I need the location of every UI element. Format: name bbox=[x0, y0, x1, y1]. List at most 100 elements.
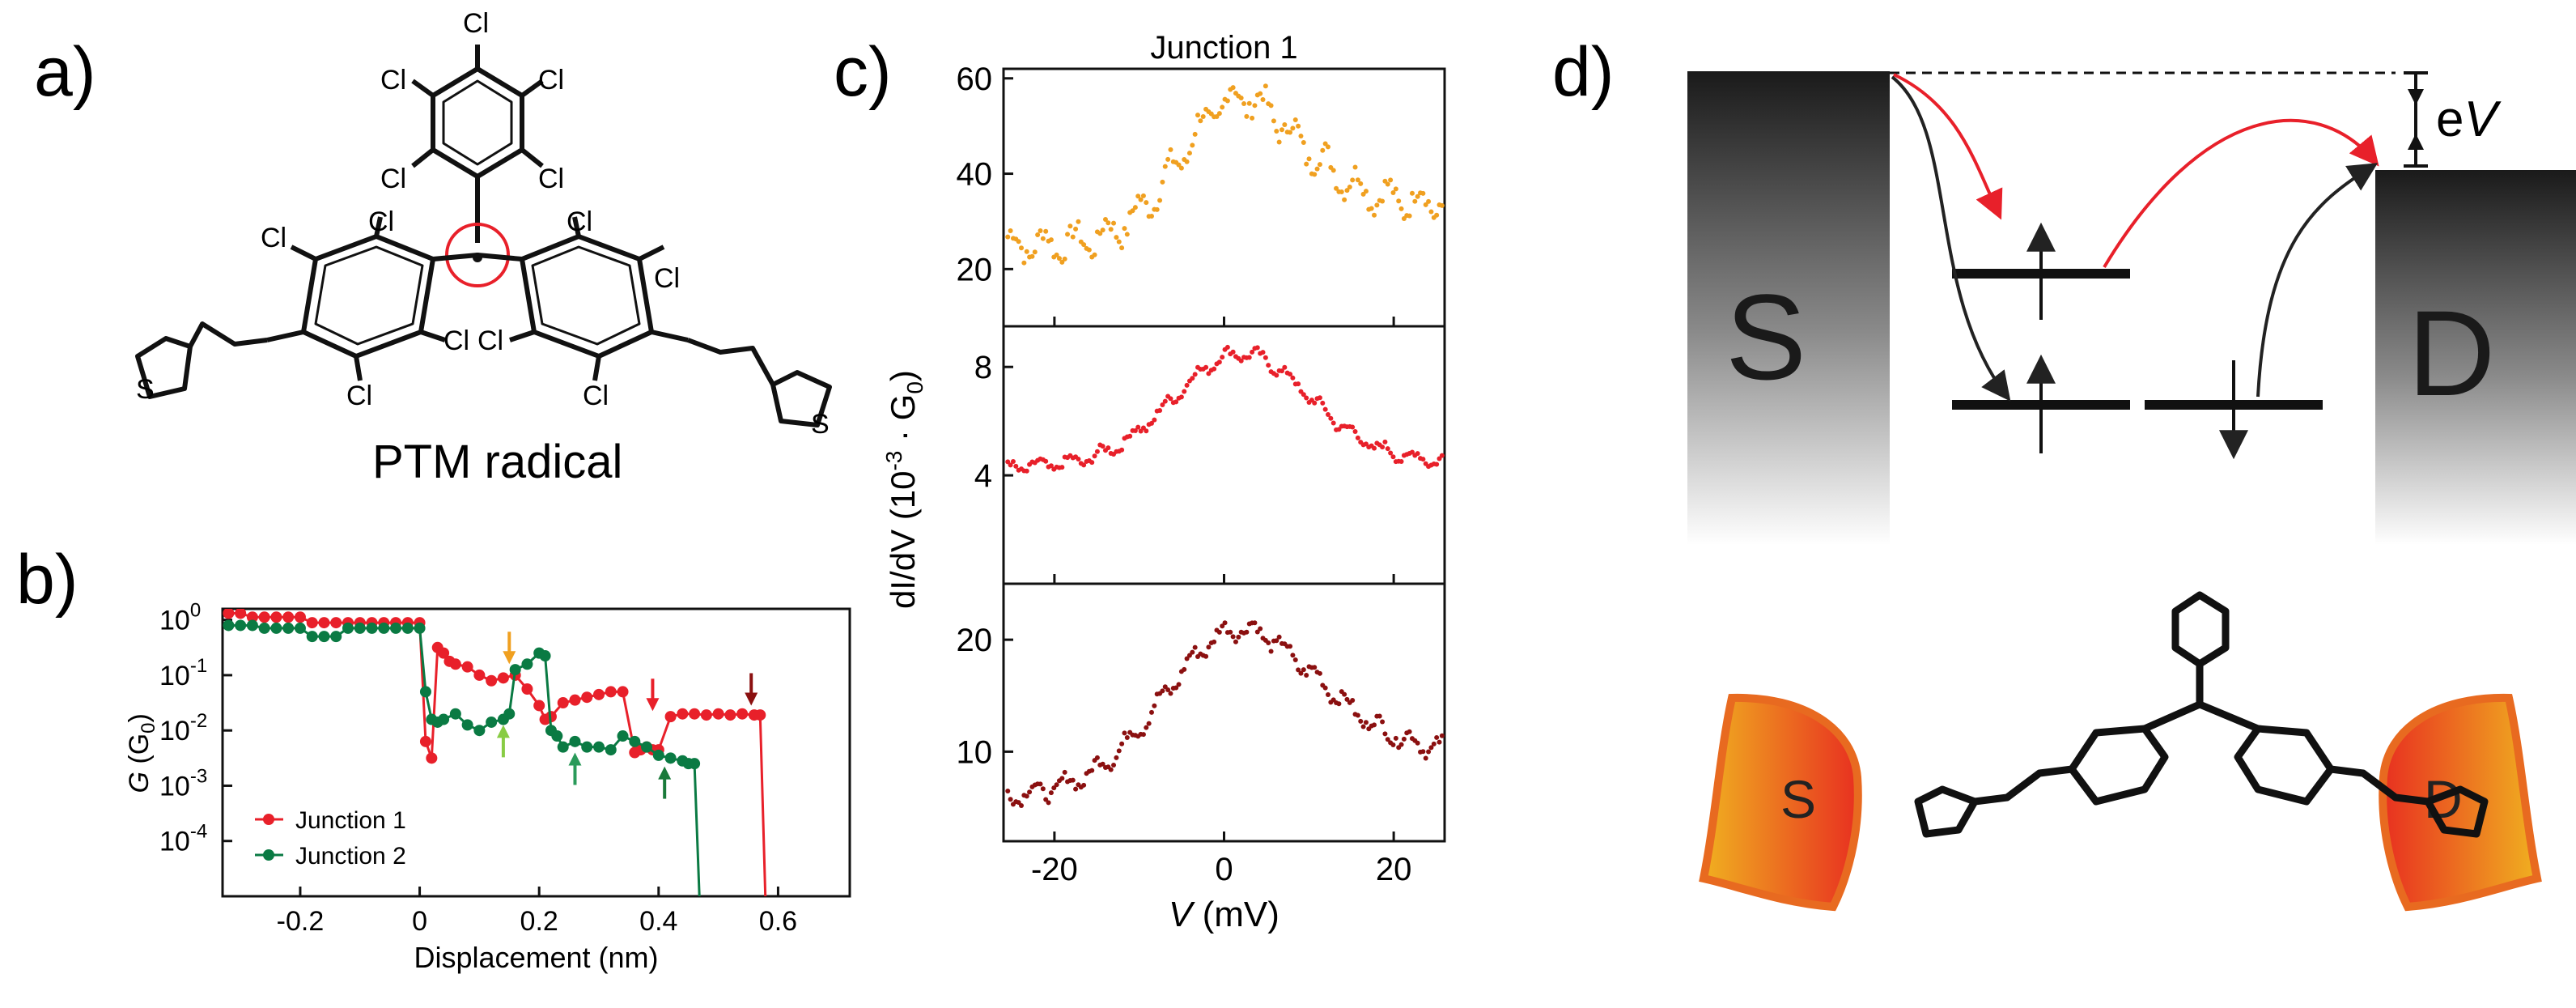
data-point bbox=[581, 691, 593, 704]
spectrum-point bbox=[1173, 685, 1179, 691]
data-point bbox=[689, 708, 701, 720]
tunnel-arrow-red bbox=[1893, 73, 2003, 220]
spectrum-point bbox=[1178, 165, 1184, 171]
spectrum-point bbox=[1157, 198, 1163, 203]
spectrum-point bbox=[1260, 350, 1266, 355]
spectrum-point bbox=[1312, 665, 1318, 670]
spectrum-point bbox=[1415, 194, 1420, 199]
spectrum-point bbox=[1138, 428, 1144, 434]
data-point bbox=[235, 619, 247, 632]
spectrum-point bbox=[1434, 212, 1440, 218]
data-point bbox=[419, 735, 431, 747]
spectrum-point bbox=[1304, 673, 1309, 678]
spectrum-point bbox=[1097, 231, 1103, 236]
spectrum-point bbox=[1426, 749, 1432, 755]
spectrum-point bbox=[1312, 400, 1318, 406]
spectrum-point bbox=[1252, 620, 1258, 626]
spectrum-point bbox=[1409, 190, 1415, 196]
data-point bbox=[294, 611, 306, 623]
spectrum-point bbox=[1296, 123, 1301, 129]
panel-label-d: d) bbox=[1552, 33, 1614, 111]
svg-text:Cl: Cl bbox=[463, 8, 489, 39]
spectrum-point bbox=[1244, 629, 1250, 635]
spectrum-point bbox=[1124, 232, 1130, 237]
spectrum-point bbox=[1106, 445, 1111, 451]
spectrum-point bbox=[1192, 372, 1198, 377]
spectrum-point bbox=[1423, 202, 1428, 207]
svg-text:Cl: Cl bbox=[346, 381, 372, 411]
x-tick-label: -20 bbox=[1031, 852, 1078, 887]
spectrum-point bbox=[1407, 729, 1412, 734]
data-point bbox=[258, 611, 270, 623]
spectrum-point bbox=[1048, 237, 1054, 243]
spectrum-point bbox=[1135, 194, 1141, 199]
data-point bbox=[664, 711, 677, 723]
data-point bbox=[246, 619, 258, 632]
spectrum-point bbox=[1032, 249, 1038, 255]
spectrum-point bbox=[1350, 697, 1356, 703]
x-axis-label: Displacement (nm) bbox=[414, 941, 658, 974]
spectrum-point bbox=[1317, 395, 1322, 401]
spectrum-point bbox=[1081, 242, 1087, 248]
spectrum-point bbox=[1396, 198, 1402, 204]
spectrum-point bbox=[1024, 793, 1029, 799]
spectrum-point bbox=[1290, 125, 1296, 131]
data-point bbox=[503, 708, 516, 720]
spectrum-point bbox=[1301, 392, 1306, 398]
spectrum-point bbox=[1439, 453, 1445, 458]
ptm-structure bbox=[135, 45, 832, 427]
spectrum-point bbox=[1355, 435, 1360, 440]
spectrum-point bbox=[1385, 737, 1390, 742]
spectrum-point bbox=[1094, 755, 1100, 760]
spectrum-point bbox=[1114, 755, 1119, 760]
spectrum-point bbox=[1119, 741, 1125, 746]
spectrum-point bbox=[1288, 644, 1293, 649]
spectrum-point bbox=[1271, 118, 1276, 124]
data-point bbox=[282, 611, 295, 623]
spectrum-point bbox=[1138, 197, 1144, 202]
spectrum-point bbox=[1304, 161, 1309, 167]
spectrum-point bbox=[1301, 139, 1306, 145]
spectrum-point bbox=[1241, 101, 1247, 107]
spectrum-point bbox=[1282, 122, 1288, 128]
spectrum-point bbox=[1330, 420, 1336, 426]
spectrum-point bbox=[1212, 639, 1217, 644]
spectrum-point bbox=[1382, 439, 1388, 444]
spectrum-point bbox=[1258, 91, 1263, 96]
spectrum-point bbox=[1132, 428, 1138, 434]
spectrum-point bbox=[1439, 733, 1445, 738]
tunnel-arrow-black bbox=[1891, 75, 2011, 402]
spectrum-point bbox=[1148, 214, 1154, 219]
spectrum-point bbox=[1114, 235, 1119, 240]
spectrum-point bbox=[1372, 722, 1377, 728]
spectrum-point bbox=[1040, 236, 1046, 241]
spectrum-point bbox=[1005, 234, 1011, 240]
spectrum-point bbox=[1393, 735, 1398, 741]
spectrum-point bbox=[1390, 454, 1396, 460]
spectrum-point bbox=[1144, 428, 1149, 434]
spectrum-point bbox=[1377, 713, 1382, 719]
spectrum-point bbox=[1398, 206, 1404, 211]
spectrum-point bbox=[1144, 200, 1149, 206]
spectrum-point bbox=[1216, 111, 1222, 117]
spectrum-point bbox=[1148, 420, 1154, 426]
spectrum-point bbox=[1238, 96, 1244, 101]
spectrum-point bbox=[1360, 724, 1366, 729]
spectrum-point bbox=[1122, 730, 1127, 736]
spectrum-point bbox=[1382, 731, 1388, 737]
data-point bbox=[712, 708, 724, 720]
y-tick-label: 20 bbox=[957, 252, 993, 287]
spectrum-point bbox=[1339, 189, 1344, 194]
data-point bbox=[593, 741, 605, 753]
spectrum-point bbox=[1182, 389, 1187, 394]
spectrum-point bbox=[1434, 461, 1440, 467]
data-point bbox=[652, 749, 664, 761]
data-point bbox=[354, 622, 366, 634]
spectrum-point bbox=[1301, 667, 1306, 673]
spectrum-point bbox=[1198, 118, 1203, 124]
spectrum-point bbox=[1350, 424, 1356, 430]
spectrum-point bbox=[1140, 193, 1146, 198]
data-point bbox=[449, 658, 461, 670]
spectrum-point bbox=[1162, 398, 1168, 404]
junction-schematic: S D bbox=[1699, 591, 2542, 912]
